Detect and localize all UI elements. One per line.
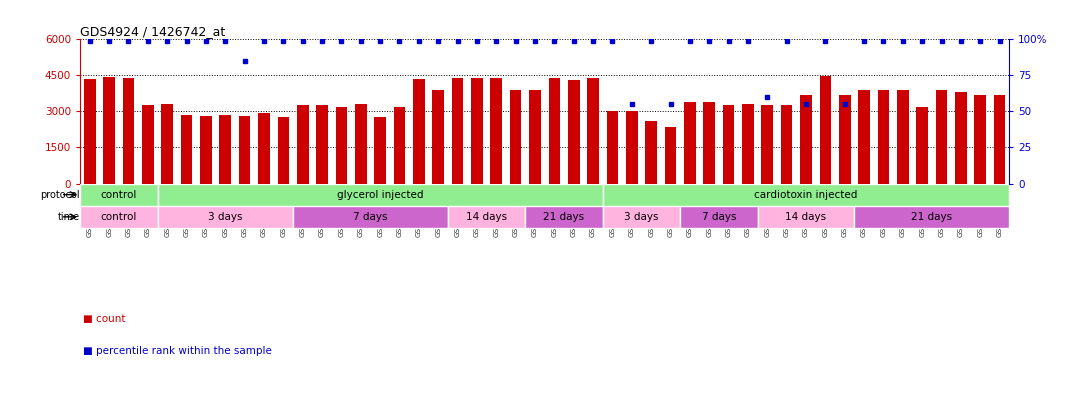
Bar — [433, 90, 444, 184]
Bar — [452, 78, 464, 184]
Bar — [602, 184, 1009, 206]
Text: protocol: protocol — [41, 190, 80, 200]
Bar — [525, 206, 602, 228]
Bar — [278, 117, 289, 184]
Text: 21 days: 21 days — [911, 212, 953, 222]
Bar — [602, 206, 680, 228]
Bar — [413, 79, 425, 184]
Text: GDS4924 / 1426742_at: GDS4924 / 1426742_at — [80, 25, 225, 38]
Text: time: time — [58, 212, 80, 222]
Bar — [645, 121, 657, 184]
Bar — [819, 76, 831, 184]
Bar — [180, 115, 192, 184]
Bar — [897, 90, 909, 184]
Bar — [704, 102, 714, 184]
Bar — [568, 80, 580, 184]
Bar — [916, 107, 928, 184]
Text: cardiotoxin injected: cardiotoxin injected — [754, 190, 858, 200]
Bar — [509, 90, 521, 184]
Text: 7 days: 7 days — [702, 212, 736, 222]
Bar — [993, 95, 1005, 184]
Bar — [859, 90, 869, 184]
Bar — [157, 184, 602, 206]
Bar — [84, 79, 95, 184]
Text: control: control — [100, 190, 137, 200]
Text: 7 days: 7 days — [354, 212, 388, 222]
Bar — [258, 113, 270, 184]
Text: 14 days: 14 days — [785, 212, 827, 222]
Bar — [955, 92, 967, 184]
Bar — [161, 104, 173, 184]
Bar — [471, 78, 483, 184]
Text: 14 days: 14 days — [466, 212, 507, 222]
Bar — [335, 107, 347, 184]
Bar — [723, 105, 735, 184]
Text: ■ count: ■ count — [83, 314, 126, 324]
Bar — [123, 78, 135, 184]
Bar — [293, 206, 447, 228]
Bar — [549, 78, 560, 184]
Bar — [838, 95, 850, 184]
Bar — [142, 105, 154, 184]
Bar — [664, 127, 676, 184]
Bar — [936, 90, 947, 184]
Bar — [374, 117, 386, 184]
Bar — [761, 105, 773, 184]
Bar — [974, 95, 986, 184]
Text: 3 days: 3 days — [624, 212, 659, 222]
Bar — [854, 206, 1009, 228]
Bar — [607, 112, 618, 184]
Bar — [220, 115, 231, 184]
Bar — [781, 105, 792, 184]
Bar — [80, 206, 157, 228]
Bar — [490, 78, 502, 184]
Bar — [680, 206, 757, 228]
Bar — [742, 104, 754, 184]
Bar — [757, 206, 854, 228]
Bar — [297, 105, 309, 184]
Bar — [587, 78, 599, 184]
Text: 21 days: 21 days — [544, 212, 584, 222]
Bar — [878, 90, 890, 184]
Text: ■ percentile rank within the sample: ■ percentile rank within the sample — [83, 346, 272, 356]
Text: glycerol injected: glycerol injected — [336, 190, 423, 200]
Bar — [800, 95, 812, 184]
Bar — [394, 107, 406, 184]
Text: control: control — [100, 212, 137, 222]
Bar — [104, 77, 115, 184]
Bar — [157, 206, 293, 228]
Bar — [200, 116, 211, 184]
Text: 3 days: 3 days — [208, 212, 242, 222]
Bar — [316, 105, 328, 184]
Bar — [529, 90, 540, 184]
Bar — [684, 102, 695, 184]
Bar — [239, 116, 250, 184]
Bar — [626, 112, 638, 184]
Bar — [80, 184, 157, 206]
Bar — [355, 104, 366, 184]
Bar — [447, 206, 525, 228]
